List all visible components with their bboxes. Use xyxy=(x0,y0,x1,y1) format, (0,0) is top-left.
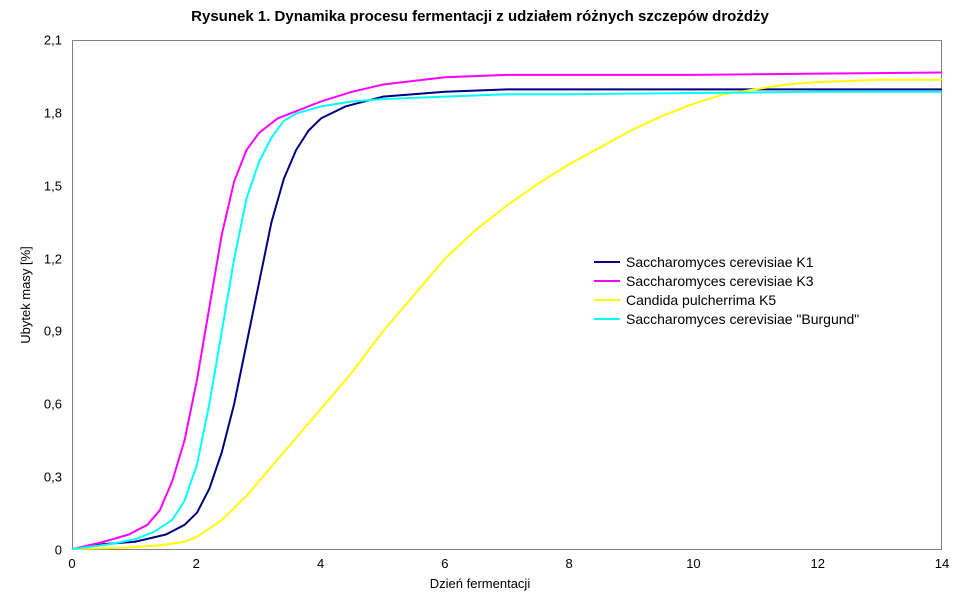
legend: Saccharomyces cerevisiae K1 Saccharomyces… xyxy=(594,254,859,330)
legend-label: Candida pulcherrima K5 xyxy=(626,292,776,308)
legend-item: Candida pulcherrima K5 xyxy=(594,292,859,308)
legend-label: Saccharomyces cerevisiae K3 xyxy=(626,273,814,289)
y-tick-label: 0,6 xyxy=(34,397,62,412)
legend-swatch xyxy=(594,261,620,263)
chart-frame: Rysunek 1. Dynamika procesu fermentacji … xyxy=(0,0,960,595)
x-tick-label: 14 xyxy=(935,556,949,571)
x-tick-label: 12 xyxy=(810,556,824,571)
x-tick-label: 4 xyxy=(317,556,324,571)
y-tick-label: 0,3 xyxy=(34,470,62,485)
legend-item: Saccharomyces cerevisiae K1 xyxy=(594,254,859,270)
x-axis-label: Dzień fermentacji xyxy=(0,576,960,591)
y-tick-label: 0 xyxy=(34,543,62,558)
legend-item: Saccharomyces cerevisiae K3 xyxy=(594,273,859,289)
x-tick-label: 6 xyxy=(441,556,448,571)
y-tick-label: 1,5 xyxy=(34,178,62,193)
y-tick-label: 1,8 xyxy=(34,105,62,120)
legend-swatch xyxy=(594,318,620,320)
legend-label: Saccharomyces cerevisiae "Burgund" xyxy=(626,311,859,327)
y-tick-label: 1,2 xyxy=(34,251,62,266)
y-tick-label: 2,1 xyxy=(34,33,62,48)
legend-item: Saccharomyces cerevisiae "Burgund" xyxy=(594,311,859,327)
y-tick-label: 0,9 xyxy=(34,324,62,339)
x-tick-label: 8 xyxy=(566,556,573,571)
legend-label: Saccharomyces cerevisiae K1 xyxy=(626,254,814,270)
x-tick-label: 2 xyxy=(193,556,200,571)
legend-swatch xyxy=(594,299,620,301)
x-tick-label: 0 xyxy=(68,556,75,571)
legend-swatch xyxy=(594,280,620,282)
x-tick-label: 10 xyxy=(686,556,700,571)
chart-title: Rysunek 1. Dynamika procesu fermentacji … xyxy=(0,8,960,25)
y-axis-label: Ubytek masy [%] xyxy=(18,246,33,344)
